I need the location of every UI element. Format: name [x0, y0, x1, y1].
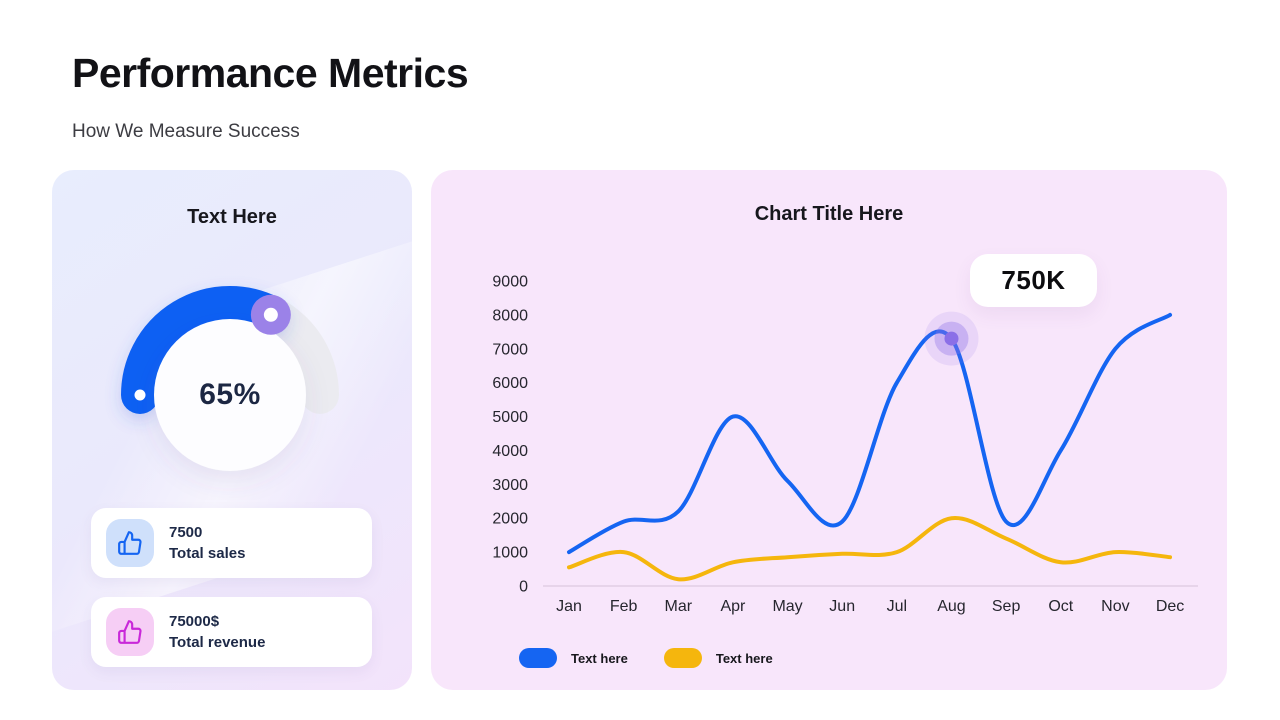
x-tick-label: Nov	[1101, 598, 1129, 615]
stats-list: 7500 Total sales 75000$ Total revenue	[91, 508, 372, 686]
stat-value: 75000$	[169, 613, 220, 630]
y-tick-label: 6000	[492, 375, 528, 392]
x-tick-label: Apr	[720, 598, 746, 615]
stat-label: Total revenue	[169, 634, 266, 651]
x-tick-label: Feb	[610, 598, 638, 615]
y-tick-label: 4000	[492, 443, 528, 460]
y-tick-label: 7000	[492, 341, 528, 358]
chart-legend: Text here Text here	[519, 648, 773, 668]
y-tick-label: 3000	[492, 477, 528, 494]
y-tick-label: 1000	[492, 545, 528, 562]
legend-item-series-1: Text here	[519, 648, 628, 668]
gauge-start-dot	[134, 389, 146, 401]
y-tick-label: 0	[519, 579, 528, 596]
stat-label: Total sales	[169, 545, 246, 562]
gauge-card-title: Text Here	[187, 206, 277, 228]
series-line-1	[567, 516, 1173, 582]
legend-item-series-2: Text here	[663, 648, 773, 668]
thumbs-up-icon	[106, 608, 154, 656]
y-tick-label: 8000	[492, 307, 528, 324]
x-tick-label: Jan	[556, 598, 582, 615]
y-tick-label: 5000	[492, 409, 528, 426]
x-tick-label: Sep	[992, 598, 1021, 615]
stat-card-total-sales: 7500 Total sales	[91, 508, 372, 578]
series-line-0	[567, 312, 1173, 555]
chart-card: Chart Title Here 9000 8000 7000 6000 5000 400…	[431, 170, 1227, 690]
x-tick-label: Oct	[1048, 598, 1073, 615]
x-tick-label: Aug	[937, 598, 965, 615]
page-subtitle: How We Measure Success	[72, 121, 300, 142]
stat-card-total-revenue: 75000$ Total revenue	[91, 597, 372, 667]
gauge-arc	[121, 286, 290, 414]
gauge-card: Text Here 65% 7500 Total sales	[52, 170, 412, 690]
x-tick-label: Jul	[887, 598, 907, 615]
gauge-inner-circle	[154, 319, 306, 471]
legend-label: Text here	[571, 650, 628, 666]
legend-label: Text here	[715, 650, 773, 666]
y-tick-label: 9000	[492, 274, 528, 291]
chart-title: Chart Title Here	[754, 203, 904, 225]
x-tick-label: Dec	[1156, 598, 1184, 615]
x-tick-label: Jun	[829, 598, 855, 615]
y-tick-label: 2000	[492, 511, 528, 528]
stat-value: 7500	[169, 524, 203, 541]
page-title: Performance Metrics	[72, 50, 469, 96]
value-callout: 750K	[970, 254, 1097, 307]
line-chart: 9000 8000 7000 6000 5000 4000 3000 2000 1000 0 Jan…	[492, 274, 1198, 615]
gauge-handle-dot	[263, 307, 278, 322]
page-header: Performance Metrics How We Measure Succe…	[72, 50, 469, 143]
gauge-svg	[121, 286, 339, 471]
highlight-dot	[944, 331, 959, 346]
legend-swatch	[519, 648, 557, 668]
gauge-value-label: 65%	[199, 378, 261, 411]
gauge-chart	[92, 270, 368, 500]
x-tick-label: May	[772, 598, 802, 615]
legend-swatch	[663, 648, 702, 668]
x-tick-label: Mar	[664, 598, 692, 615]
thumbs-up-icon	[106, 519, 154, 567]
